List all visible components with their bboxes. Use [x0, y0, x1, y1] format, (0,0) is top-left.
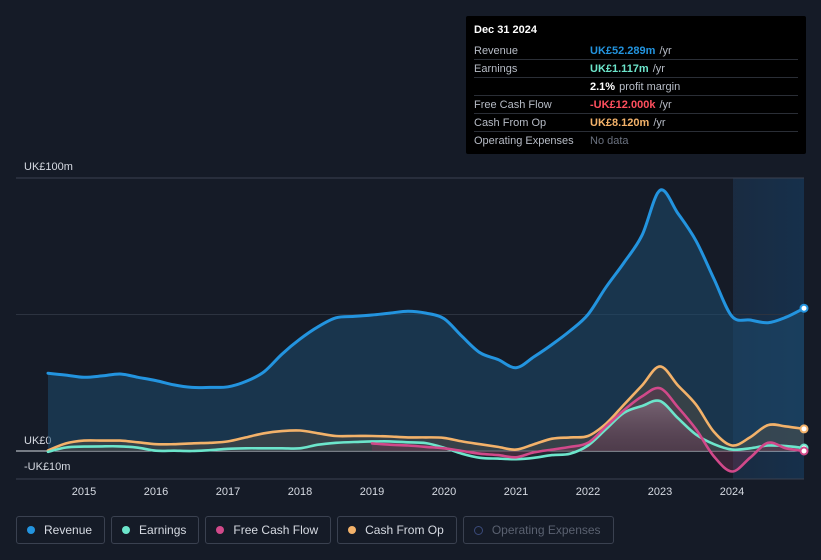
legend-label: Operating Expenses — [491, 523, 601, 537]
x-tick-label: 2023 — [648, 486, 672, 498]
x-tick-label: 2021 — [504, 486, 528, 498]
tooltip-row-value: UK£1.117m — [590, 62, 649, 75]
legend-dot-icon — [27, 526, 35, 534]
tooltip-row-unit: /yr — [659, 98, 672, 111]
x-tick-label: 2024 — [720, 486, 744, 498]
legend-label: Earnings — [139, 523, 187, 537]
tooltip-row: Cash From Op UK£8.120m/yr — [474, 113, 798, 131]
tooltip-row: Revenue UK£52.289m/yr — [474, 42, 798, 59]
tooltip-row: Earnings UK£1.117m/yr — [474, 59, 798, 77]
tooltip-row: 2.1% profit margin — [474, 77, 798, 95]
legend-dot-icon — [216, 526, 225, 534]
legend-item-earnings[interactable]: Earnings — [111, 516, 200, 544]
tooltip-row-value: UK£8.120m — [590, 116, 650, 129]
x-tick-label: 2020 — [432, 486, 456, 498]
tooltip-row-value: 2.1% — [590, 80, 616, 93]
line-cash-from-op — [46, 365, 806, 452]
x-tick-label: 2017 — [216, 486, 240, 498]
tooltip-row-unit: profit margin — [619, 80, 681, 93]
legend-dot-icon — [348, 526, 357, 534]
area-earnings — [48, 400, 804, 460]
y-tick-label: -UK£10m — [24, 461, 70, 473]
x-tick-label: 2019 — [360, 486, 384, 498]
endpoint-free-cash-flow — [799, 446, 809, 456]
tooltip-row-label: Earnings — [474, 62, 518, 75]
x-tick-label: 2016 — [144, 486, 168, 498]
endpoint-cash-from-op — [799, 424, 809, 434]
x-tick-label: 2015 — [72, 486, 96, 498]
tooltip-row-unit: /yr — [659, 44, 672, 57]
legend-dot-icon — [122, 526, 131, 534]
tooltip-row-label: Free Cash Flow — [474, 98, 552, 111]
y-tick-label: UK£0 — [24, 435, 52, 447]
legend-label: Cash From Op — [365, 523, 444, 537]
tooltip-row-label: Operating Expenses — [474, 134, 574, 147]
legend-label: Revenue — [44, 523, 93, 537]
area-free-cash-flow — [372, 387, 804, 472]
legend-label: Free Cash Flow — [233, 523, 319, 537]
line-earnings — [46, 399, 806, 461]
legend: Revenue Earnings Free Cash Flow Cash From O… — [16, 516, 614, 544]
legend-item-free-cash-flow[interactable]: Free Cash Flow — [205, 516, 332, 544]
tooltip-row-value: -UK£12.000k — [590, 98, 656, 111]
line-free-cash-flow — [370, 386, 806, 473]
legend-dot-icon — [473, 525, 483, 535]
x-tick-label: 2018 — [288, 486, 312, 498]
tooltip-row-label: Cash From Op — [474, 116, 547, 129]
legend-item-revenue[interactable]: Revenue — [16, 516, 106, 544]
tooltip-row-unit: /yr — [653, 116, 666, 129]
tooltip-row-unit: /yr — [652, 62, 665, 75]
tooltip-row-value: No data — [590, 134, 629, 147]
line-revenue — [46, 188, 806, 390]
tooltip-row: Operating Expenses No data — [474, 131, 798, 149]
tooltip-row: Free Cash Flow -UK£12.000k/yr — [474, 95, 798, 113]
legend-item-operating-expenses[interactable]: Operating Expenses — [462, 516, 614, 544]
legend-item-cash-from-op[interactable]: Cash From Op — [337, 516, 457, 544]
tooltip-row-label: Revenue — [474, 44, 519, 57]
x-tick-label: 2022 — [576, 486, 600, 498]
y-tick-label: UK£100m — [24, 161, 73, 173]
endpoint-revenue — [799, 303, 809, 313]
tooltip: Dec 31 2024 Revenue UK£52.289m/yr Earnings… — [466, 16, 806, 154]
tooltip-date: Dec 31 2024 — [474, 24, 537, 36]
tooltip-row-value: UK£52.289m — [590, 44, 656, 57]
